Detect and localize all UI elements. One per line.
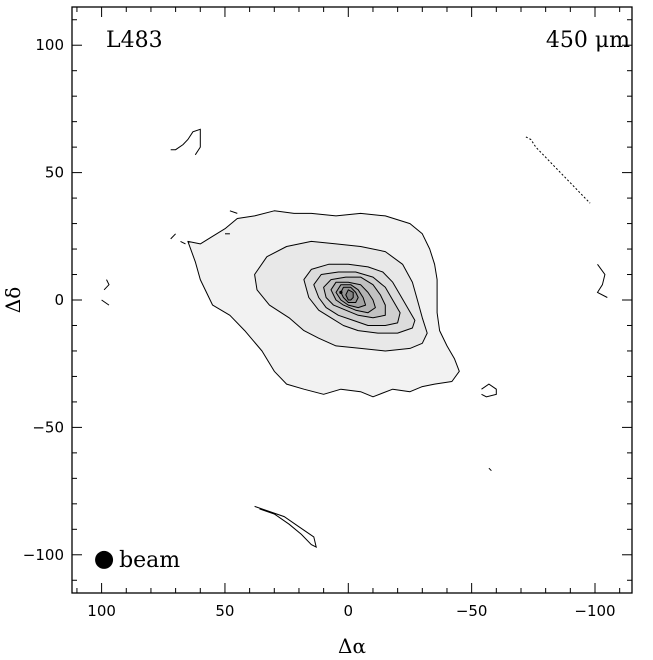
contour-level-9 [345,289,354,301]
x-tick-label: 0 [344,602,354,620]
contour-fragment [170,233,176,240]
y-tick-label: −50 [32,418,64,436]
contour-fragment [596,264,608,298]
source-label: L483 [106,28,163,53]
x-tick-label: 100 [87,602,116,620]
fragment-layer [101,128,608,549]
y-tick-label: 50 [45,164,64,182]
contour-fragment [488,467,492,472]
label-layer: L483 450 μm Δα Δδ beam [1,28,630,658]
contour-fragment [103,279,110,291]
x-tick-label: 50 [215,602,234,620]
contour-fragment [180,240,186,245]
y-tick-label: 100 [35,36,64,54]
wavelength-label: 450 μm [546,28,630,53]
beam-marker-icon [95,550,114,569]
x-tick-label: −100 [574,602,615,620]
y-tick-label: −100 [23,546,64,564]
contour-fragment [481,383,497,398]
contour-fragment [254,505,317,549]
contour-fragment [170,128,201,156]
x-axis-title: Δα [338,634,366,658]
plot-frame [71,6,633,594]
y-axis-title: Δδ [1,287,25,313]
beam-label: beam [119,548,180,573]
x-tick-label: −50 [456,602,488,620]
contour-fragment [229,210,238,214]
contour-fragment [525,136,591,204]
tick-layer: 100 50 0 −50 −100 100 50 0 −50 −100 [23,7,632,620]
contour-fragment [101,299,110,306]
contour-layer [187,210,460,398]
peak-marker [339,290,343,294]
y-tick-label: 0 [54,291,64,309]
